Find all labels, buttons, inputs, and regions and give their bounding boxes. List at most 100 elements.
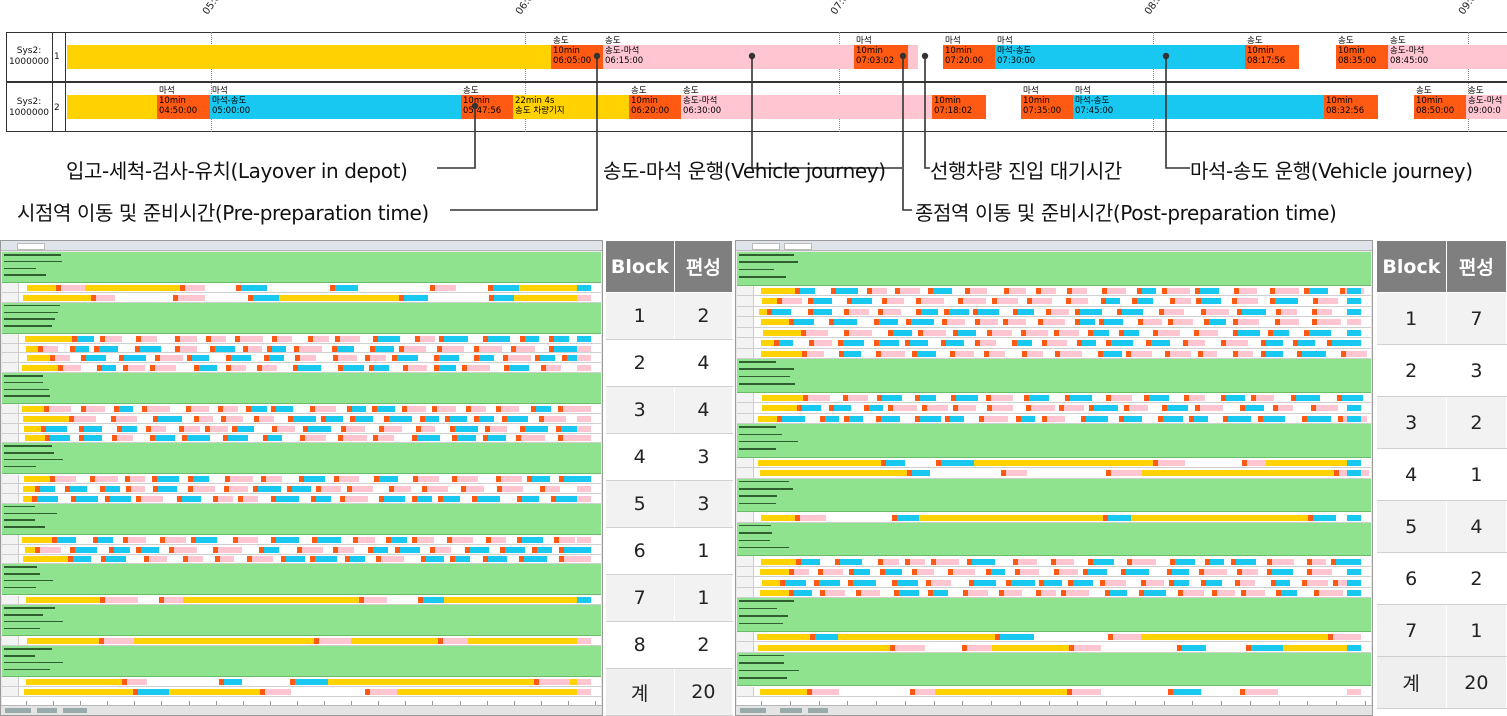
- schedule-row: [2, 595, 601, 606]
- schedule-canvas: [737, 252, 1371, 705]
- prep-bar: [1324, 95, 1378, 119]
- schedule-row: [2, 333, 601, 344]
- window-titlebar: [736, 241, 1372, 251]
- block-number-cell: 5: [605, 480, 675, 528]
- block-number-cell: 6: [1376, 552, 1447, 605]
- block-header: [737, 652, 1371, 687]
- segment-duration: 송도-마석: [605, 46, 640, 56]
- segment-label: 10min 07:03:02: [856, 46, 895, 66]
- prep-bar: [1021, 95, 1073, 119]
- segment-time: 06:20:00: [631, 105, 670, 116]
- segment-duration: 10min: [1023, 96, 1050, 106]
- window-tab[interactable]: [784, 243, 812, 250]
- block-number-cell: 2: [1376, 344, 1447, 397]
- schedule-row: [2, 494, 601, 504]
- schedule-row: [737, 413, 1371, 425]
- prep-bar: [461, 95, 513, 119]
- segment-time: 06:30:00: [683, 105, 722, 116]
- block-header: [2, 564, 601, 596]
- station-label: 마석: [159, 86, 175, 96]
- block-header: [2, 252, 601, 284]
- prep-bar: [157, 95, 210, 119]
- block-header: [2, 302, 601, 334]
- segment-label: 송도-마석 08:45:00: [1390, 46, 1428, 66]
- fleet-count-cell: 1: [674, 527, 734, 575]
- schedule-row: [737, 348, 1371, 360]
- window-tab[interactable]: [752, 243, 780, 250]
- segment-label: 마석-송도 07:30:00: [997, 46, 1035, 66]
- block-number-cell: 1: [1376, 292, 1447, 345]
- block-fleet-table-right: Block 편성 1 7 2 3 3 2 4 1 5 4 6 2 7 1 계 20: [1376, 240, 1507, 709]
- segment-duration: 10min: [1326, 96, 1353, 106]
- prep-bar: [629, 95, 681, 119]
- block-number-cell: 7: [605, 574, 675, 622]
- schedule-row: [2, 544, 601, 555]
- schedule-row: [737, 296, 1371, 307]
- segment-duration: 마석-송도: [1075, 96, 1110, 106]
- block-number-cell: 7: [1376, 604, 1447, 657]
- schedule-row: [737, 317, 1371, 328]
- station-label: 마석: [945, 36, 961, 46]
- header-fleet: 편성: [1445, 240, 1507, 293]
- segment-time: 07:18:02: [934, 105, 973, 116]
- sys-name: Sys2:: [16, 46, 42, 56]
- fleet-count-cell: 3: [1446, 344, 1507, 397]
- block-header: [737, 478, 1371, 513]
- total-value-cell: 20: [1446, 656, 1507, 709]
- fleet-count-cell: 7: [1446, 292, 1507, 345]
- layover-bar: [513, 95, 629, 119]
- segment-time: 08:50:00: [1416, 105, 1455, 116]
- segment-label: 10min 07:35:00: [1023, 96, 1061, 116]
- block-header: [737, 522, 1371, 557]
- station-label: 마석: [1023, 86, 1039, 96]
- row-number: 1: [54, 52, 60, 62]
- segment-label: 22min 4s 송도 차량기지: [515, 96, 565, 116]
- fleet-count-cell: 2: [1446, 552, 1507, 605]
- station-label: 송도: [463, 86, 479, 96]
- sys-id: 1000000: [8, 57, 50, 67]
- station-label: 송도: [1338, 36, 1354, 46]
- block-header: [2, 605, 601, 637]
- fleet-count-cell: 3: [674, 433, 734, 481]
- segment-duration: 송도-마석: [1468, 96, 1503, 106]
- fleet-count-cell: 3: [674, 480, 734, 528]
- segment-duration: 10min: [1338, 46, 1365, 56]
- fleet-count-cell: 1: [1446, 448, 1507, 501]
- schedule-row: [2, 283, 601, 293]
- window-tab[interactable]: [17, 243, 45, 250]
- schedule-row: [737, 556, 1371, 567]
- segment-duration: 22min 4s: [515, 96, 555, 106]
- prep-bar: [943, 45, 995, 69]
- block-number-cell: 1: [605, 292, 675, 340]
- schedule-row: [2, 292, 601, 303]
- schedule-row: [737, 512, 1371, 523]
- block-number-cell: 5: [1376, 500, 1447, 553]
- total-value-cell: 20: [674, 668, 734, 716]
- block-number-cell: 3: [1376, 396, 1447, 449]
- station-label: 마석: [212, 86, 228, 96]
- segment-time: 08:32:56: [1326, 105, 1365, 116]
- block-fleet-table-left: Block 편성 1 2 2 4 3 4 4 3 5 3 6 1 7 1 8 2 계 20: [605, 240, 734, 716]
- fleet-count-cell: 2: [674, 621, 734, 669]
- station-label: 송도: [605, 36, 621, 46]
- block-number-cell: 3: [605, 386, 675, 434]
- row-separator: [6, 81, 1507, 83]
- station-label: 송도: [1247, 36, 1263, 46]
- fleet-count-cell: 1: [674, 574, 734, 622]
- songdo-masok-bar: [603, 45, 854, 69]
- status-bar: [736, 705, 1372, 715]
- segment-time: 07:03:02: [856, 55, 895, 66]
- segment-label: 10min 07:20:00: [945, 46, 983, 66]
- schedule-row: [737, 577, 1371, 588]
- segment-duration: 10min: [1416, 96, 1443, 106]
- block-number-cell: 6: [605, 527, 675, 575]
- segment-duration: 10min: [945, 46, 972, 56]
- schedule-row: [737, 327, 1371, 339]
- schedule-screenshot-left: [0, 240, 603, 716]
- callout-pre-preparation: 시점역 이동 및 준비시간(Pre-preparation time): [17, 201, 429, 225]
